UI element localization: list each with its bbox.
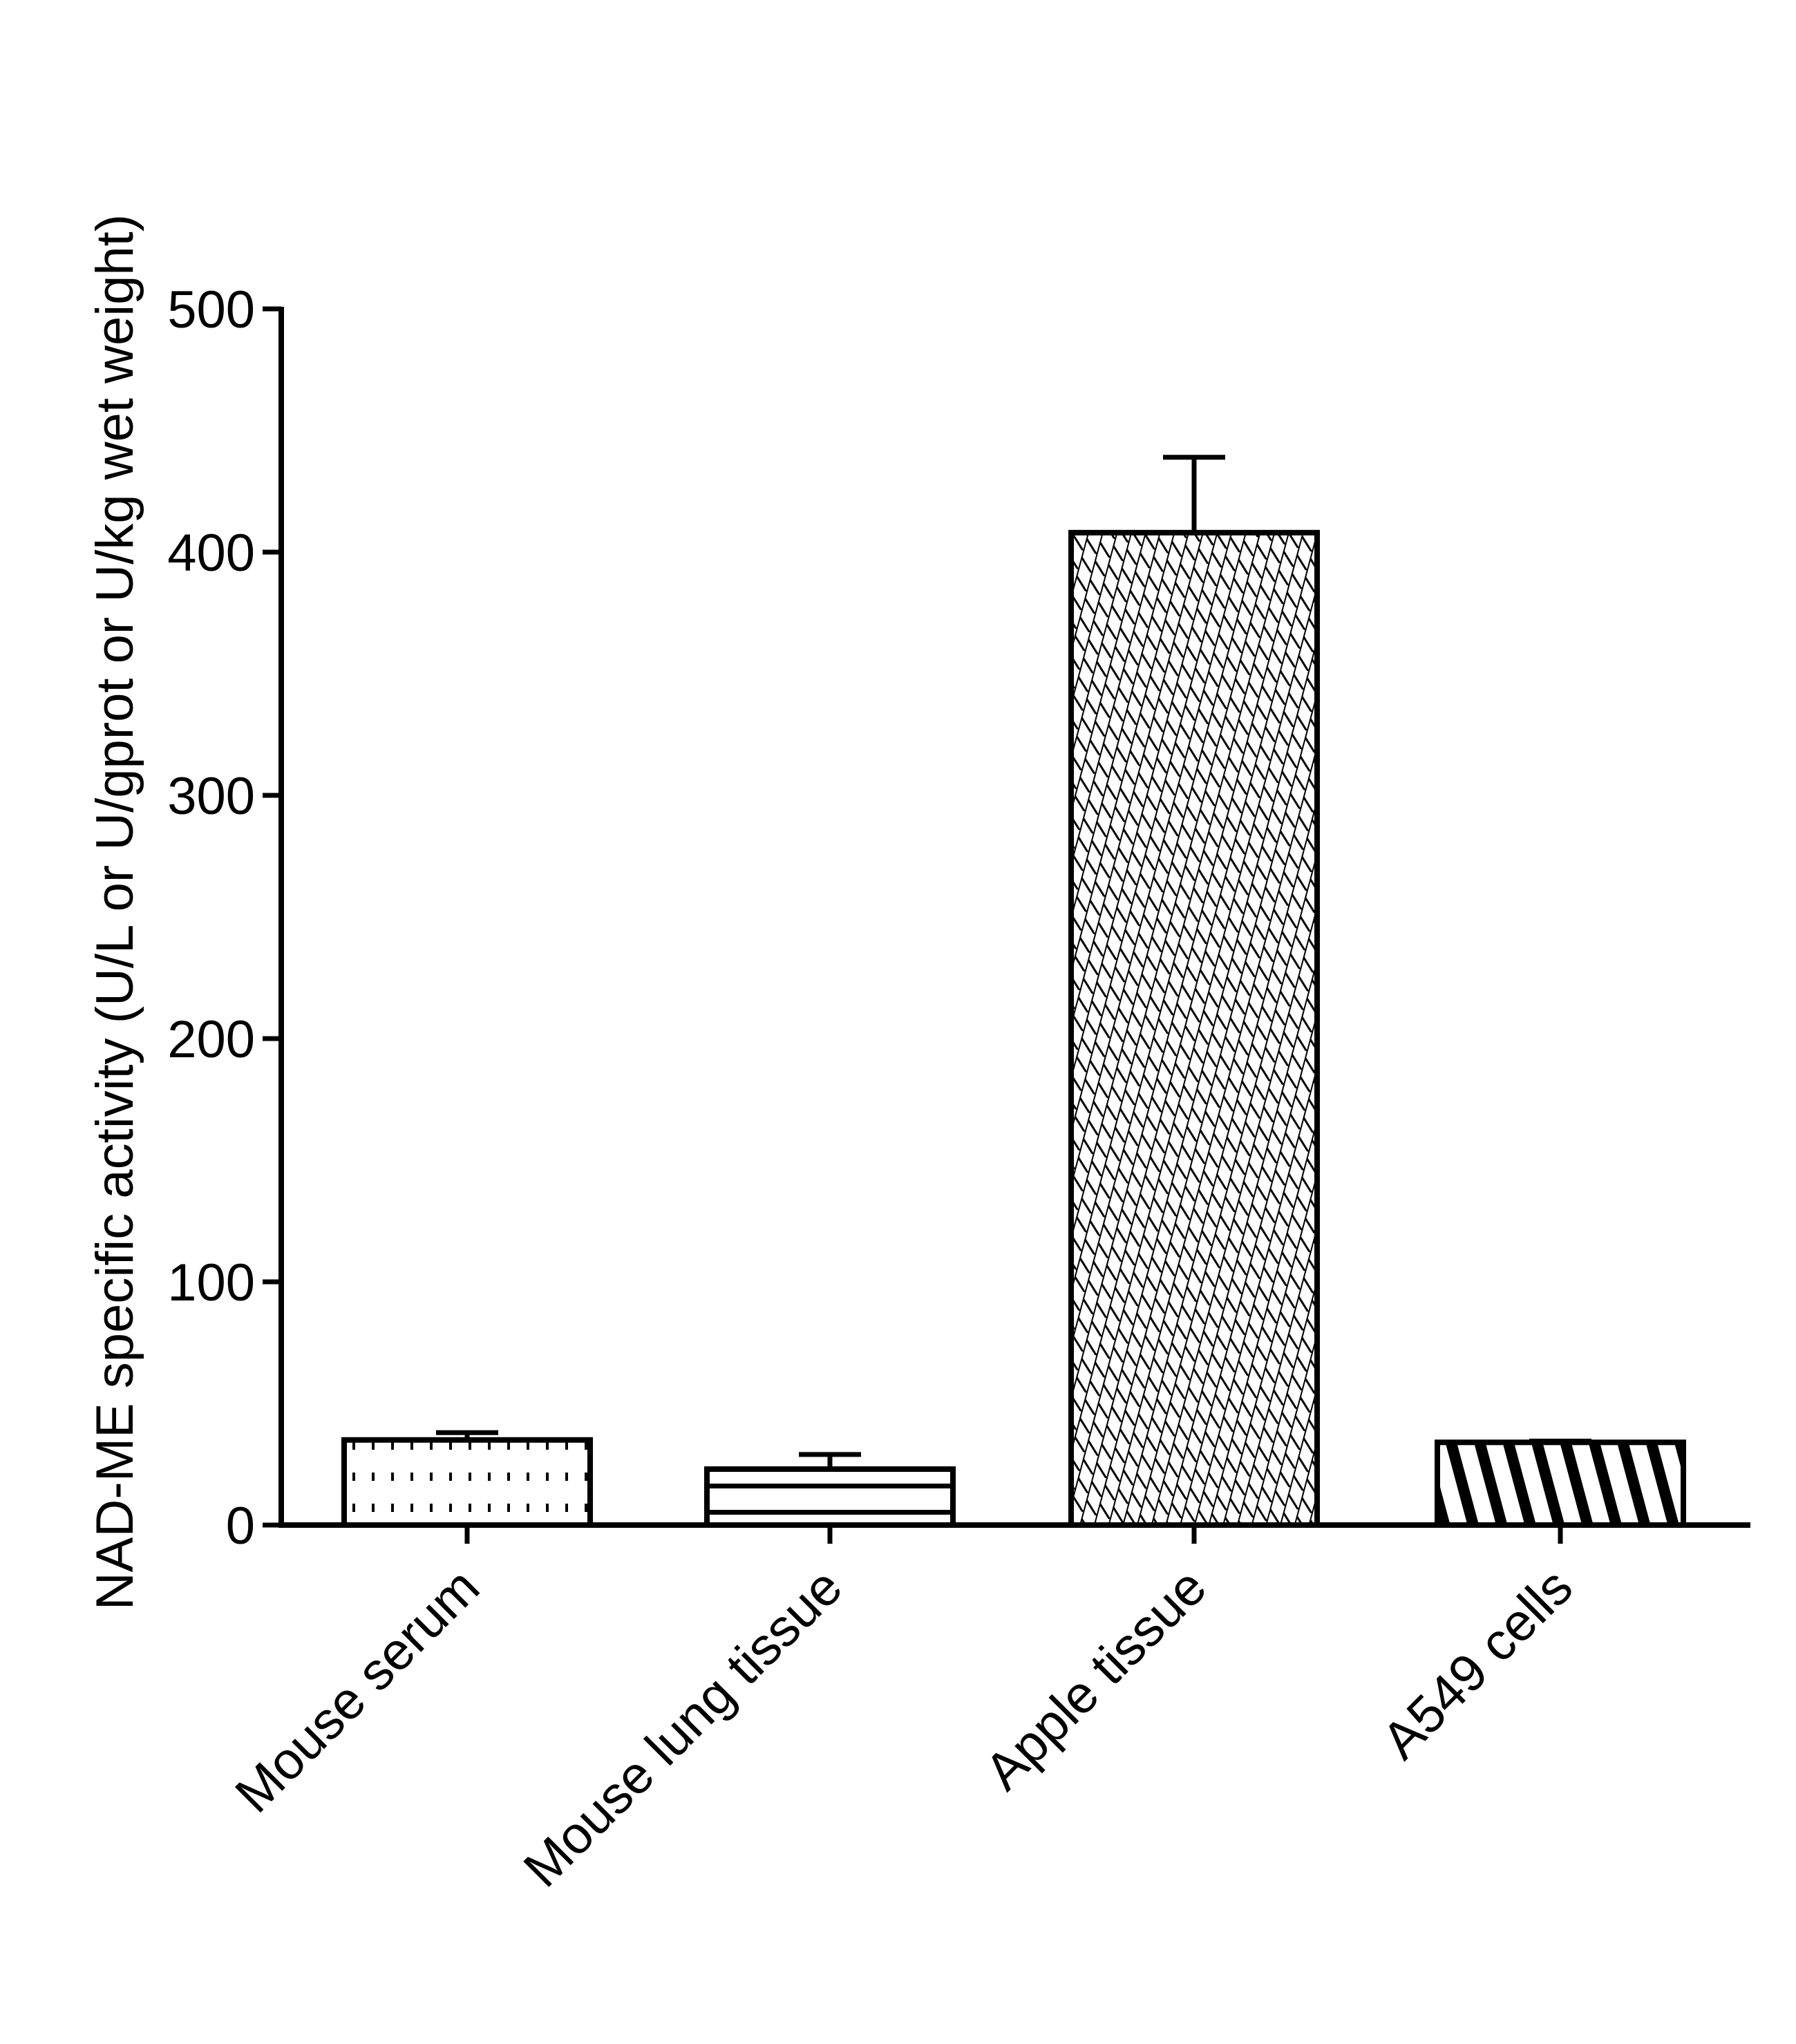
y-tick-label: 100 — [167, 1253, 255, 1312]
y-tick-label: 500 — [167, 281, 255, 339]
bar-mouse-serum — [341, 1437, 593, 1529]
y-axis-title: NAD-ME specific activity (U/L or U/gprot… — [86, 214, 144, 1610]
x-tick-label: Apple tissue — [974, 1558, 1218, 1801]
y-tick-label: 400 — [167, 524, 255, 583]
y-tick-label: 300 — [167, 767, 255, 826]
x-tick-label: A549 cells — [1371, 1558, 1584, 1770]
y-tick-label: 0 — [226, 1497, 255, 1555]
x-tick-label: Mouse lung tissue — [513, 1558, 853, 1898]
x-tick-label: Mouse serum — [224, 1558, 491, 1824]
bar-mouse-lung-tissue — [704, 1466, 956, 1529]
y-tick-label: 200 — [167, 1010, 255, 1069]
axes-group: Mouse serum Mouse lung tissue Apple tissue… — [167, 281, 1750, 1898]
bar-apple-tissue — [1068, 529, 1320, 1529]
bar-a549-cells — [1435, 1439, 1686, 1529]
bars-group — [341, 455, 1686, 1529]
